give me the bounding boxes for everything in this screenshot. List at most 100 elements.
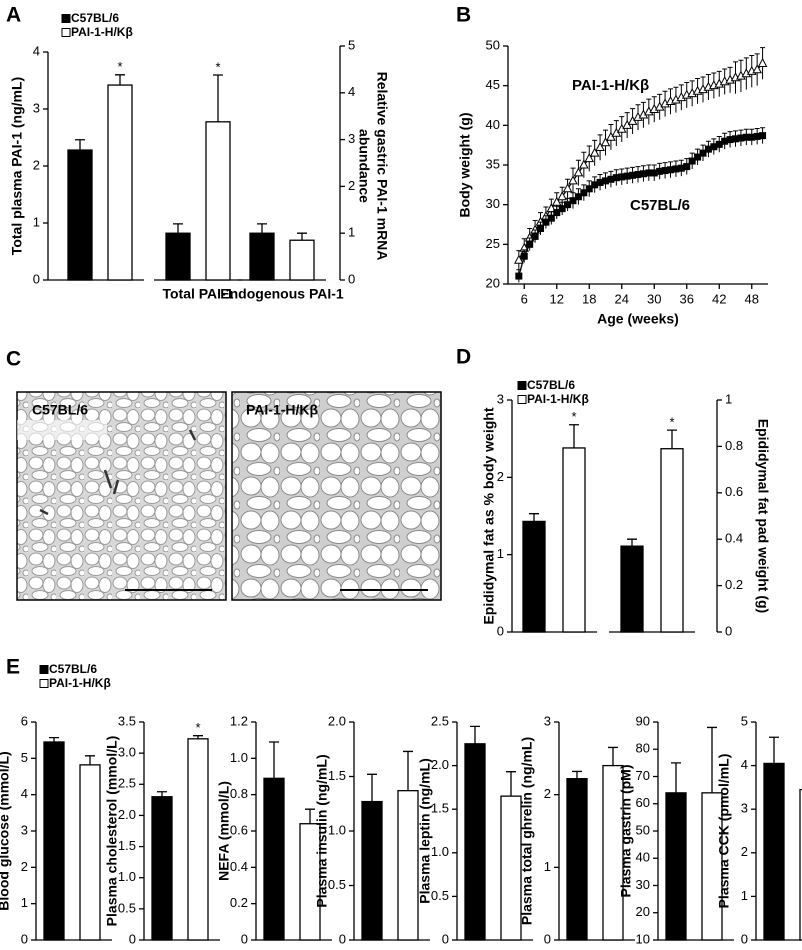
marker — [726, 136, 734, 144]
y-tick-label: 2 — [741, 844, 748, 859]
error-bar — [269, 741, 279, 779]
y-axis-label: Plasma leptin (ng/mL) — [417, 758, 433, 903]
y2-axis-label: Epididymal fat pad weight (g) — [755, 419, 771, 613]
bar — [602, 764, 624, 941]
legend-swatch — [39, 679, 49, 688]
y-tick-label: 0 — [348, 271, 355, 286]
error-bar — [157, 791, 167, 797]
x-tick-label: 24 — [615, 291, 629, 306]
y-tick-label: 0.5 — [328, 877, 346, 892]
marker — [715, 140, 723, 148]
y-tick-label: 1 — [348, 225, 355, 240]
bar — [263, 777, 285, 941]
y-tick-label: 2.0 — [328, 713, 346, 728]
y-tick-label: 3 — [348, 131, 355, 146]
bar — [107, 84, 133, 281]
y-tick-label: 0 — [33, 271, 40, 286]
y-axis-label: Plasma gastrin (pM) — [618, 764, 634, 897]
series-label: PAI-1-H/Kβ — [572, 77, 649, 94]
y-tick-label: 3 — [544, 713, 551, 728]
bar — [566, 778, 588, 941]
y-tick-label: 1.5 — [328, 768, 346, 783]
bar — [151, 796, 173, 941]
marker — [645, 169, 653, 177]
error-bar — [569, 424, 579, 448]
y-tick-label: 2.0 — [431, 757, 449, 772]
y-tick-label: 2.0 — [118, 807, 136, 822]
y-tick-label: 0.2 — [725, 577, 743, 592]
panel-letter: D — [456, 346, 471, 369]
marker — [602, 177, 609, 185]
marker — [569, 197, 577, 205]
marker — [578, 159, 589, 169]
y-tick-label: 1 — [21, 895, 28, 910]
bar — [665, 792, 687, 941]
marker — [753, 132, 761, 140]
y-tick-label: 2 — [348, 178, 355, 193]
y-tick-label: 20 — [486, 275, 500, 290]
x-tick-label: Endogenous PAI-1 — [220, 286, 344, 302]
error-bar — [769, 736, 779, 764]
error-bar — [367, 773, 377, 802]
panel-letter: A — [6, 4, 21, 27]
y-tick-label: 45 — [486, 77, 500, 92]
y-tick-label: 5 — [741, 713, 748, 728]
bar — [43, 741, 65, 941]
marker — [596, 178, 604, 186]
marker — [591, 181, 599, 189]
significance-mark: * — [215, 59, 220, 74]
legend-label: PAI-1-H/Kβ — [71, 25, 133, 39]
marker — [589, 147, 600, 157]
y-tick-label: 0.8 — [725, 438, 743, 453]
y-tick-label: 0.6 — [725, 484, 743, 499]
error-bar — [173, 223, 183, 234]
y-tick-label: 1 — [33, 214, 40, 229]
marker — [562, 183, 573, 193]
marker — [752, 64, 763, 74]
x-tick-label: 6 — [521, 291, 528, 306]
y-tick-label: 0.5 — [431, 888, 449, 903]
significance-mark: * — [669, 415, 674, 430]
marker — [542, 218, 550, 226]
significance-mark: * — [117, 59, 122, 74]
y-tick-label: 2 — [33, 157, 40, 172]
legend-label: PAI-1-H/Kβ — [49, 676, 111, 690]
label-backdrop — [17, 420, 107, 440]
legend-swatch — [517, 381, 527, 390]
marker — [656, 167, 664, 175]
marker — [585, 185, 593, 193]
error-bar — [671, 762, 681, 793]
marker — [710, 143, 718, 151]
marker — [737, 134, 745, 142]
y2-axis-label: abundance — [356, 129, 372, 203]
y-tick-label: 4 — [21, 786, 28, 801]
y-tick-label: 0 — [339, 931, 346, 946]
y-axis-label: Plasma insulin (ng/mL) — [314, 754, 330, 907]
y-tick-label: 0.4 — [230, 859, 248, 874]
bar — [165, 232, 191, 281]
y-tick-label: 2 — [544, 786, 551, 801]
marker — [515, 272, 523, 280]
y-tick-label: 40 — [486, 117, 500, 132]
y-tick-label: 40 — [636, 850, 650, 865]
y-tick-label: 6 — [21, 713, 28, 728]
y-tick-label: 0.4 — [725, 531, 743, 546]
y-tick-label: 5 — [21, 750, 28, 765]
legend-label: C57BL/6 — [49, 662, 97, 676]
y-tick-label: 0.2 — [230, 895, 248, 910]
marker — [574, 193, 582, 201]
legend-swatch — [39, 665, 49, 674]
y-tick-label: 4 — [348, 84, 355, 99]
marker — [757, 57, 768, 67]
y-axis-label: Plasma CCK (pmol/mL) — [716, 754, 732, 909]
marker — [580, 189, 588, 197]
legend-swatch — [61, 28, 71, 37]
error-bar — [257, 223, 267, 234]
y-tick-label: 1.0 — [118, 869, 136, 884]
marker — [667, 166, 674, 174]
y-tick-label: 0 — [741, 931, 748, 946]
image-label: PAI-1-H/Kβ — [246, 402, 319, 418]
marker — [639, 170, 647, 178]
significance-mark: * — [195, 720, 200, 735]
